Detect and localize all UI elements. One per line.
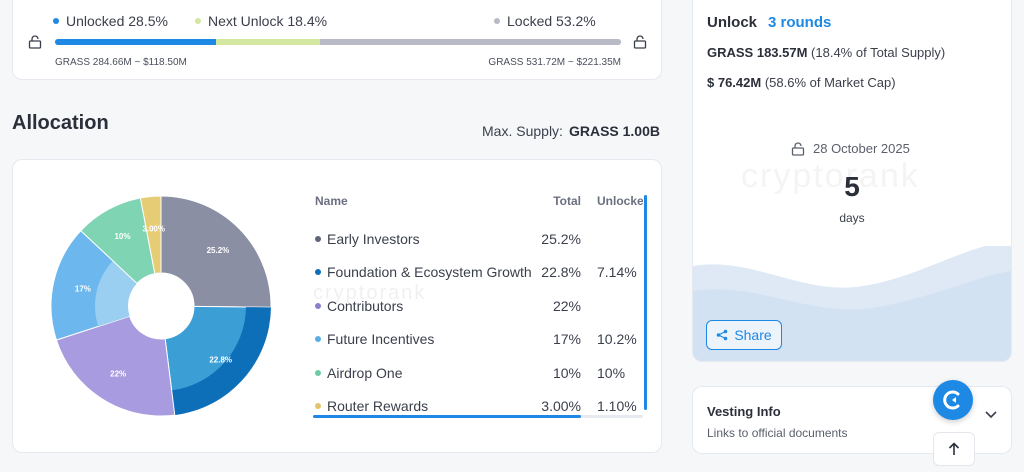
pie-slice-shade [95,260,137,327]
vesting-title: Vesting Info [707,404,781,419]
table-row[interactable]: Airdrop One 10% 10% [313,364,648,384]
row-total: 22% [552,298,581,314]
scroll-to-top-button[interactable] [933,432,975,466]
row-total: 3.00% [541,398,581,414]
max-supply-label: Max. Supply: [482,123,563,139]
table-horizontal-scrollbar[interactable] [313,415,581,418]
next-unlock-segment [216,39,321,45]
arrow-up-icon [948,442,960,455]
row-total: 17% [552,331,581,347]
legend-next-unlock-label: Next Unlock 18.4% [208,13,328,29]
legend-unlocked: Unlocked 28.5% [53,13,168,29]
pie-slice-shade [171,307,271,416]
unlocked-segment [55,39,217,45]
allocation-card: 25.2% 22.8% 22% 17% 10% 3.00% cryptorank Name… [12,159,662,453]
row-color-dot [315,303,321,309]
lock-icon [791,141,805,156]
max-supply-value: GRASS 1.00B [568,123,660,139]
row-color-dot [315,370,321,376]
pie-slice-label: 17% [75,285,91,294]
allocation-pie-chart[interactable]: 25.2% 22.8% 22% 17% 10% 3.00% [51,196,271,416]
column-header-total: Total [553,194,581,208]
row-name: Future Incentives [327,331,435,347]
legend-unlocked-label: Unlocked 28.5% [66,13,168,29]
row-name: Contributors [327,298,404,314]
unlock-title: Unlock [707,14,758,31]
unlocked-dot [53,18,59,24]
lock-icon [633,35,647,49]
pie-slice[interactable] [55,315,176,416]
allocation-title: Allocation [12,112,109,134]
column-header-name: Name [315,194,348,208]
vesting-subtitle: Links to official documents [707,426,848,440]
cryptorank-assistant-button[interactable] [933,380,973,420]
row-name: Router Rewards [327,398,429,414]
row-name: Early Investors [327,231,420,247]
pie-slice[interactable] [80,197,156,285]
row-unlocked: 10% [597,365,626,381]
legend-next-unlock: Next Unlock 18.4% [195,13,327,29]
table-vertical-scrollbar[interactable] [644,195,647,410]
unlock-rounds-link[interactable]: 3 rounds [768,14,832,31]
row-color-dot [315,236,321,242]
row-color-dot [315,336,321,342]
unlock-usd-note: (58.6% of Market Cap) [761,75,896,90]
next-unlock-card: Unlock 3 rounds GRASS 183.57M (18.4% of … [692,0,1012,362]
row-color-dot [315,403,321,409]
pie-slice-label: 22% [110,370,126,379]
row-unlocked: 1.10% [597,398,637,414]
max-supply: Max. Supply: GRASS 1.00B [482,123,660,139]
pie-slice-label: 10% [114,232,130,241]
row-name: Airdrop One [327,365,403,381]
row-total: 10% [552,365,581,381]
unlock-progress-bar [55,39,621,45]
legend-locked-label: Locked 53.2% [507,13,596,29]
unlock-amount-value: GRASS 183.57M [707,45,808,60]
row-unlocked: 7.14% [597,264,637,280]
pie-slice[interactable] [139,196,162,275]
locked-dot [494,18,500,24]
unlocked-value: GRASS 284.66M ~ $118.50M [55,57,187,68]
share-icon [717,329,728,341]
table-row[interactable]: Router Rewards 3.00% 1.10% [313,397,648,417]
days-remaining-number: 5 [844,171,860,202]
row-total: 22.8% [541,264,581,280]
row-color-dot [315,269,321,275]
unlock-date: 28 October 2025 [791,141,910,156]
pie-slice-label: 25.2% [207,246,230,255]
pie-slice[interactable] [160,196,271,308]
days-remaining-label: days [839,211,865,225]
row-total: 25.2% [541,231,581,247]
unlock-usd: $ 76.42M (58.6% of Market Cap) [707,75,896,90]
pie-slice-label: 22.8% [209,355,232,364]
pie-slice-label: 3.00% [142,224,165,233]
lock-icon [28,35,42,49]
table-row[interactable]: Future Incentives 17% 10.2% [313,330,648,350]
cryptorank-logo-icon [943,390,960,410]
unlock-amount-note: (18.4% of Total Supply) [807,45,946,60]
share-label: Share [734,327,772,343]
row-unlocked: 10.2% [597,331,637,347]
unlock-usd-value: $ 76.42M [707,75,762,90]
table-row[interactable]: Contributors 22% [313,297,648,317]
table-row[interactable]: Early Investors 25.2% [313,230,648,250]
share-button[interactable]: Share [706,320,782,350]
watermark: cryptorank [741,157,920,195]
chevron-down-icon[interactable] [985,411,997,419]
unlock-progress-card: Unlocked 28.5% Next Unlock 18.4% Locked … [12,0,662,80]
unlock-date-text: 28 October 2025 [813,141,910,156]
row-name: Foundation & Ecosystem Growth [327,264,532,280]
table-row[interactable]: Foundation & Ecosystem Growth 22.8% 7.14% [313,263,648,283]
column-header-unlocked: Unlocked [597,194,643,208]
legend-locked: Locked 53.2% [494,13,596,29]
next-unlock-dot [195,18,201,24]
unlock-amount: GRASS 183.57M (18.4% of Total Supply) [707,45,945,60]
watermark: cryptorank [313,282,427,304]
locked-value: GRASS 531.72M ~ $221.35M [488,57,621,68]
locked-segment [320,39,621,45]
